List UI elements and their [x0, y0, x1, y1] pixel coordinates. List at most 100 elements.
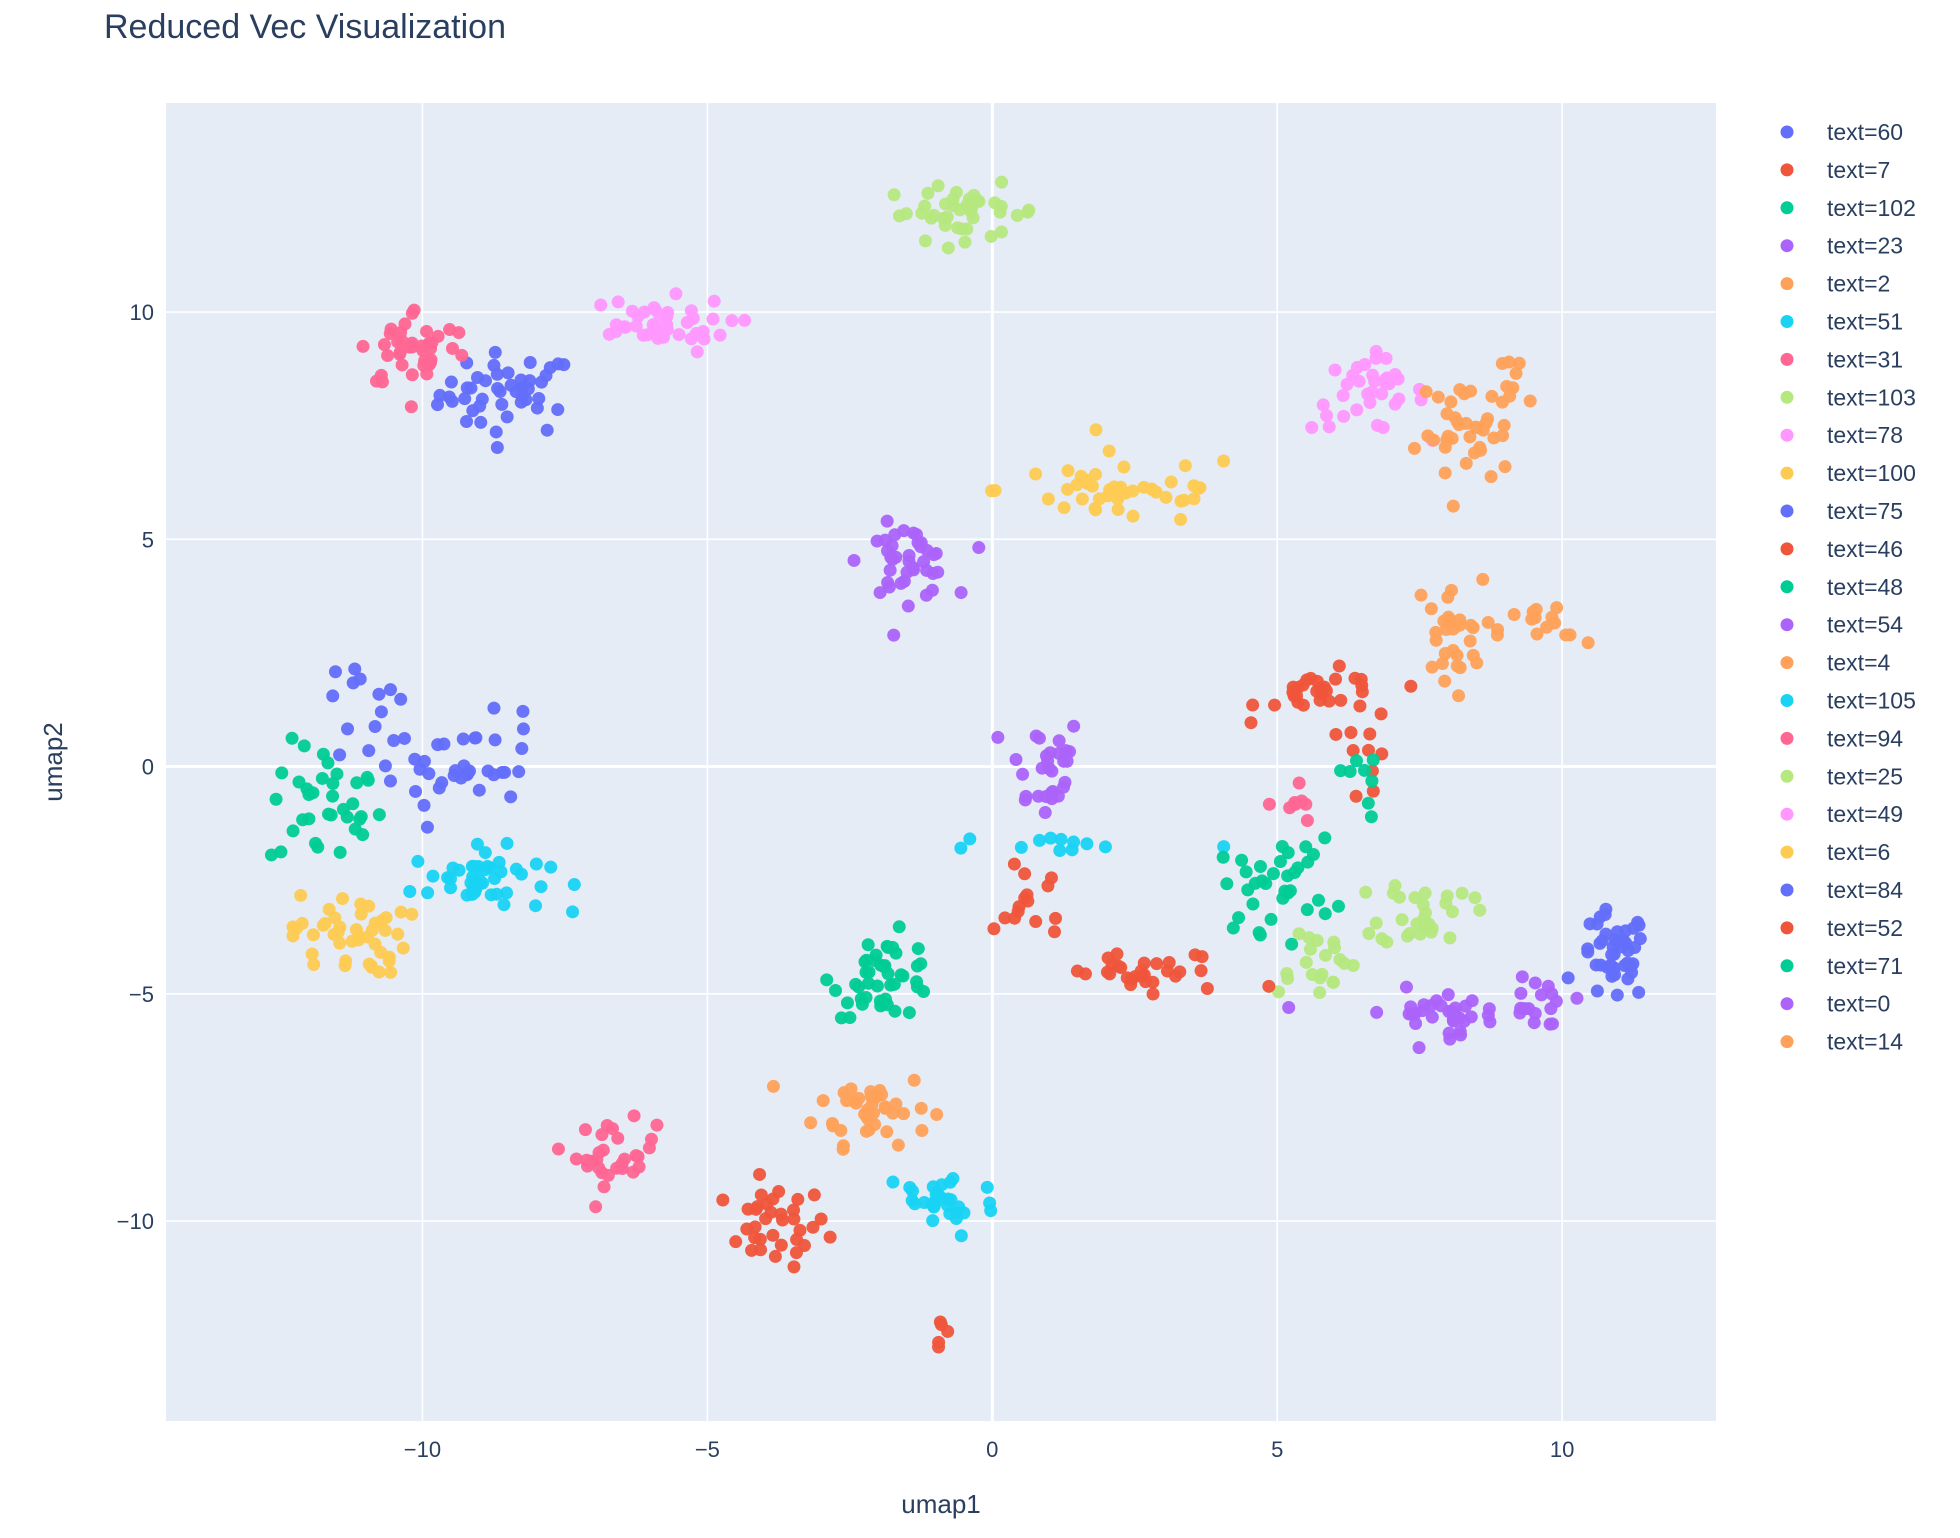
scatter-point	[1150, 957, 1164, 971]
scatter-point	[1515, 970, 1529, 984]
scatter-point	[1187, 479, 1201, 493]
scatter-point	[1334, 764, 1348, 778]
legend-item[interactable]: text=94	[1780, 725, 1904, 751]
scatter-point	[1481, 615, 1495, 629]
scatter-point	[1074, 469, 1088, 483]
legend[interactable]: text=60 text=7 text=102 text=23 text=2 text=5…	[1780, 119, 1916, 1055]
legend-item[interactable]: text=103	[1780, 384, 1916, 410]
scatter-point	[1485, 389, 1499, 403]
scatter-point	[1545, 987, 1559, 1001]
legend-item[interactable]: text=49	[1780, 801, 1904, 827]
scatter-point	[420, 324, 434, 338]
scatter-point	[1473, 903, 1487, 917]
legend-item[interactable]: text=100	[1780, 460, 1916, 486]
legend-item[interactable]: text=54	[1780, 612, 1904, 638]
scatter-point	[402, 340, 416, 354]
series-text-4	[1414, 572, 1595, 703]
scatter-point	[651, 331, 665, 345]
scatter-point	[455, 348, 469, 362]
legend-marker	[1780, 921, 1794, 935]
scatter-point	[1337, 409, 1351, 423]
legend-item[interactable]: text=25	[1780, 763, 1904, 789]
scatter-point	[1313, 986, 1327, 1000]
scatter-point	[1563, 628, 1577, 642]
scatter-point	[1496, 429, 1510, 443]
scatter-point	[377, 338, 391, 352]
scatter-point	[1255, 874, 1269, 888]
legend-item[interactable]: text=71	[1780, 953, 1904, 979]
scatter-point	[379, 911, 393, 925]
scatter-point	[1239, 865, 1253, 879]
legend-item[interactable]: text=75	[1780, 498, 1904, 524]
legend-item[interactable]: text=23	[1780, 233, 1904, 259]
scatter-point	[791, 1192, 805, 1206]
scatter-point	[892, 920, 906, 934]
legend-item[interactable]: text=78	[1780, 422, 1904, 448]
scatter-point	[445, 341, 459, 355]
scatter-point	[1530, 627, 1544, 641]
scatter-point	[286, 929, 300, 943]
series-text-102	[264, 731, 386, 862]
legend-item[interactable]: text=31	[1780, 346, 1904, 372]
scatter-point	[1632, 985, 1646, 999]
x-tick-label: 0	[986, 1437, 998, 1462]
scatter-point	[1329, 727, 1343, 741]
scatter-point	[321, 756, 335, 770]
scatter-point	[1455, 886, 1469, 900]
legend-item[interactable]: text=46	[1780, 536, 1904, 562]
legend-marker	[1780, 315, 1794, 328]
scatter-point	[1604, 958, 1618, 972]
legend-item[interactable]: text=14	[1780, 1029, 1904, 1055]
scatter-point	[322, 902, 336, 916]
scatter-point	[1283, 884, 1297, 898]
legend-item[interactable]: text=105	[1780, 688, 1916, 714]
scatter-point	[1457, 387, 1471, 401]
scatter-point	[523, 355, 537, 369]
legend-item[interactable]: text=6	[1780, 839, 1891, 865]
scatter-point	[454, 771, 468, 785]
scatter-point	[1159, 490, 1173, 504]
scatter-point	[716, 1193, 730, 1207]
scatter-point	[1413, 927, 1427, 941]
scatter-point	[1543, 1017, 1557, 1031]
scatter-point	[927, 548, 941, 562]
legend-item[interactable]: text=84	[1780, 877, 1904, 903]
legend-item[interactable]: text=52	[1780, 915, 1904, 941]
scatter-point	[501, 366, 515, 380]
scatter-point	[471, 371, 485, 385]
legend-label: text=31	[1827, 346, 1903, 372]
scatter-point	[1419, 385, 1433, 399]
legend-item[interactable]: text=60	[1780, 119, 1904, 145]
series-text-105	[886, 831, 1231, 1243]
legend-item[interactable]: text=7	[1780, 157, 1891, 183]
scatter-point	[345, 934, 359, 948]
scatter-point	[844, 1082, 858, 1096]
legend-item[interactable]: text=0	[1780, 991, 1891, 1017]
scatter-point	[1010, 208, 1024, 222]
x-tick-label: 5	[1271, 1437, 1283, 1462]
scatter-point	[362, 744, 376, 758]
legend-label: text=52	[1827, 915, 1903, 941]
scatter-point	[489, 425, 503, 439]
scatter-point	[881, 575, 895, 589]
legend-item[interactable]: text=48	[1780, 574, 1904, 600]
legend-item[interactable]: text=51	[1780, 309, 1904, 335]
scatter-point	[375, 375, 389, 389]
scatter-point	[341, 722, 355, 736]
legend-item[interactable]: text=4	[1780, 650, 1891, 676]
scatter-point	[1366, 753, 1380, 767]
scatter-point	[906, 561, 920, 575]
scatter-point	[408, 752, 422, 766]
scatter-point	[804, 1116, 818, 1130]
x-tick-label: −10	[404, 1437, 441, 1462]
scatter-point	[888, 1004, 902, 1018]
scatter-point	[859, 1124, 873, 1138]
scatter-point	[1440, 889, 1454, 903]
scatter-point	[963, 832, 977, 846]
scatter-point	[766, 1079, 780, 1093]
scatter-point	[766, 1192, 780, 1206]
scatter-point	[365, 923, 379, 937]
legend-item[interactable]: text=2	[1780, 271, 1891, 297]
scatter-point	[404, 400, 418, 414]
legend-item[interactable]: text=102	[1780, 195, 1916, 221]
